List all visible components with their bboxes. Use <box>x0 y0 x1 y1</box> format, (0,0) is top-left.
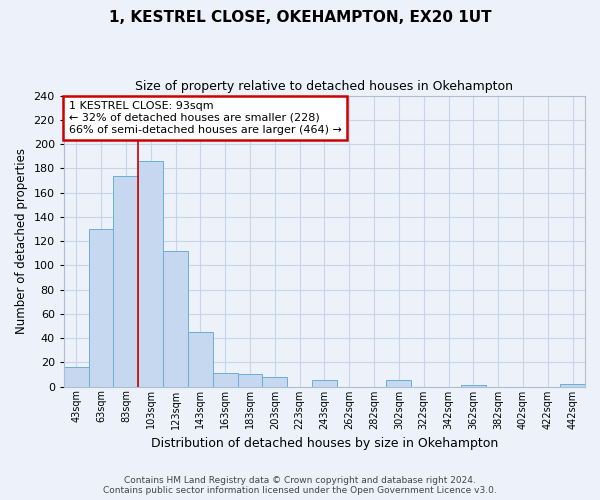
Bar <box>89 229 113 386</box>
Bar <box>213 373 238 386</box>
Bar <box>262 377 287 386</box>
Title: Size of property relative to detached houses in Okehampton: Size of property relative to detached ho… <box>136 80 514 93</box>
Bar <box>163 250 188 386</box>
Bar <box>560 384 585 386</box>
Bar <box>188 332 213 386</box>
Text: 1 KESTREL CLOSE: 93sqm
← 32% of detached houses are smaller (228)
66% of semi-de: 1 KESTREL CLOSE: 93sqm ← 32% of detached… <box>69 102 342 134</box>
Bar <box>312 380 337 386</box>
Bar <box>113 176 138 386</box>
Bar <box>64 367 89 386</box>
Bar <box>138 161 163 386</box>
Text: Contains HM Land Registry data © Crown copyright and database right 2024.
Contai: Contains HM Land Registry data © Crown c… <box>103 476 497 495</box>
Bar <box>386 380 411 386</box>
Bar <box>238 374 262 386</box>
X-axis label: Distribution of detached houses by size in Okehampton: Distribution of detached houses by size … <box>151 437 498 450</box>
Text: 1, KESTREL CLOSE, OKEHAMPTON, EX20 1UT: 1, KESTREL CLOSE, OKEHAMPTON, EX20 1UT <box>109 10 491 25</box>
Y-axis label: Number of detached properties: Number of detached properties <box>15 148 28 334</box>
